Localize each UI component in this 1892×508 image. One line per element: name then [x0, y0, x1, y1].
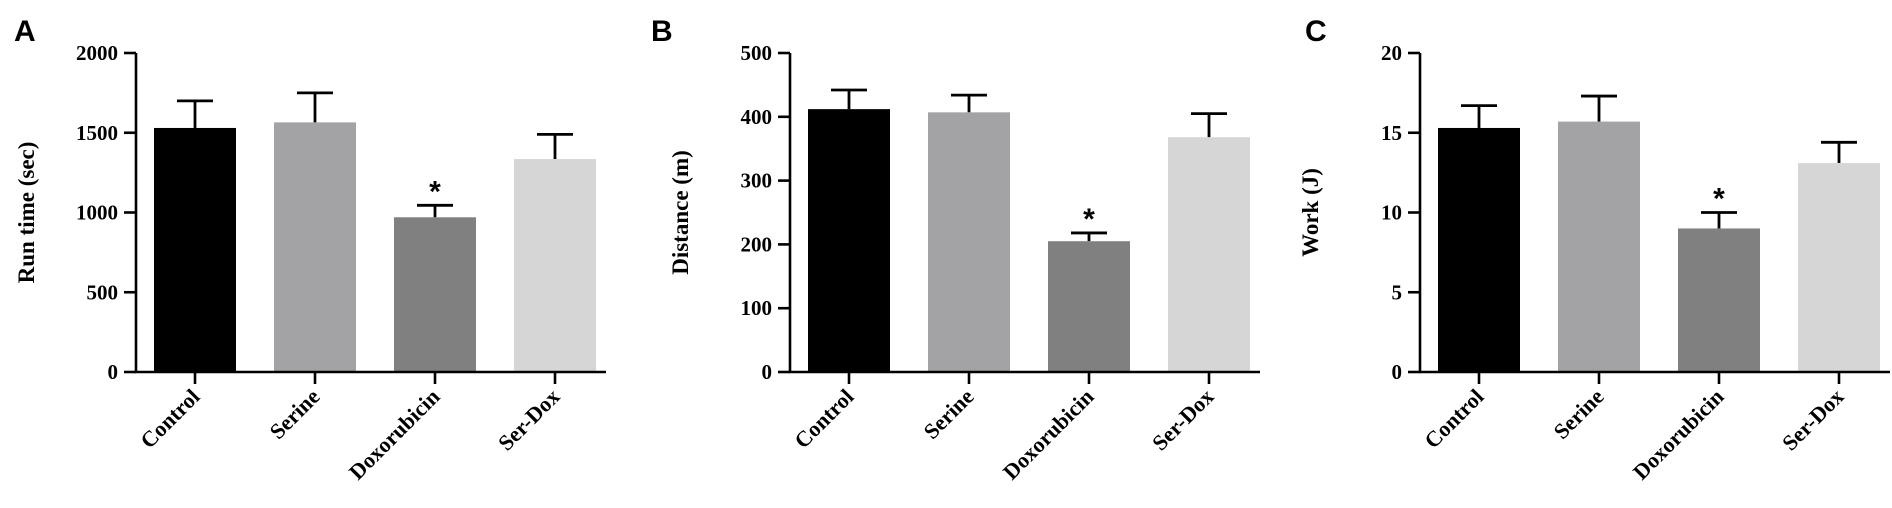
bar-control	[1438, 127, 1520, 372]
y-tick-label: 500	[741, 41, 773, 65]
category-label: Ser-Dox	[493, 384, 565, 456]
y-tick-label: 0	[1392, 360, 1403, 384]
category-label: Ser-Dox	[1147, 384, 1219, 456]
y-axis-label: Work (J)	[1298, 168, 1323, 257]
category-label: Control	[789, 384, 858, 453]
y-axis-label: Run time (sec)	[14, 142, 39, 284]
category-label: Serine	[919, 384, 979, 444]
significance-marker: *	[429, 175, 441, 208]
bar-ser-dox	[1798, 163, 1880, 372]
significance-marker: *	[1713, 183, 1725, 216]
y-tick-label: 20	[1381, 41, 1402, 65]
bar-doxorubicin	[1678, 228, 1760, 372]
bar-doxorubicin	[394, 217, 476, 372]
y-tick-label: 400	[741, 105, 773, 129]
bar-ser-dox	[514, 159, 596, 372]
significance-marker: *	[1083, 203, 1095, 236]
bar-serine	[274, 122, 356, 372]
chart-panel-c: C Work (J) 0 5 10 15 20 Control Serine * Doxorubic…	[1298, 15, 1890, 485]
bar-serine	[1558, 121, 1640, 373]
category-label: Serine	[1549, 384, 1609, 444]
y-tick-label: 1000	[76, 201, 118, 225]
y-axis-label: Distance (m)	[668, 150, 693, 275]
y-tick-label: 200	[741, 232, 773, 256]
y-tick-label: 300	[741, 169, 773, 193]
chart-panel-b: B Distance (m) 0 100 200 300 400 500 Control Seri…	[651, 15, 1260, 485]
bar-control	[808, 109, 890, 373]
category-label: Ser-Dox	[1777, 384, 1849, 456]
y-tick-label: 1500	[76, 121, 118, 145]
panel-letter: B	[651, 15, 673, 48]
bar-ser-dox	[1168, 137, 1250, 372]
bar-doxorubicin	[1048, 241, 1130, 372]
y-tick-label: 500	[87, 280, 119, 304]
y-tick-label: 15	[1381, 121, 1402, 145]
panel-letter: A	[14, 15, 36, 48]
y-tick-label: 100	[741, 296, 773, 320]
category-label: Doxorubicin	[1628, 384, 1729, 485]
bar-serine	[928, 112, 1010, 373]
y-tick-label: 2000	[76, 41, 118, 65]
y-tick-label: 0	[108, 360, 119, 384]
category-label: Serine	[265, 384, 325, 444]
category-label: Doxorubicin	[344, 384, 445, 485]
y-tick-label: 0	[762, 360, 773, 384]
category-label: Control	[135, 384, 204, 453]
y-tick-label: 10	[1381, 201, 1402, 225]
panel-letter: C	[1305, 15, 1327, 48]
y-tick-label: 5	[1392, 280, 1403, 304]
chart-panel-a: A Run time (sec) 0 500 1000 1500 2000 Control Se…	[14, 15, 606, 485]
bar-control	[154, 127, 236, 372]
category-label: Doxorubicin	[998, 384, 1099, 485]
category-label: Control	[1419, 384, 1488, 453]
